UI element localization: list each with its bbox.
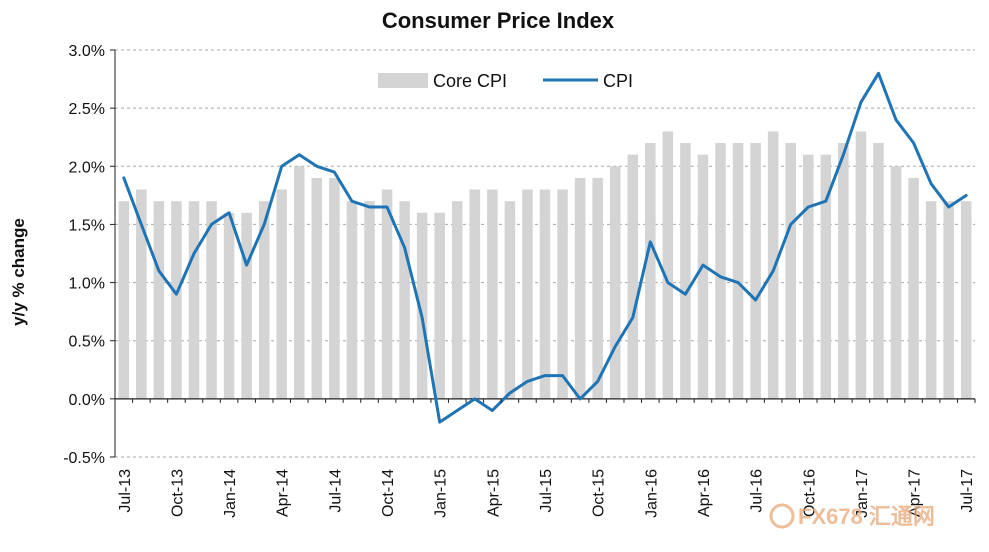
y-tick-label: 2.0%	[69, 159, 105, 176]
core-cpi-bar	[662, 131, 674, 399]
y-axis-label: y/y % change	[9, 218, 28, 326]
core-cpi-bar	[416, 212, 428, 399]
core-cpi-bar	[960, 201, 972, 399]
y-tick-label: -0.5%	[63, 450, 105, 467]
watermark: FX678 汇通网	[769, 503, 935, 529]
core-cpi-bars	[118, 131, 972, 399]
core-cpi-bar	[381, 189, 393, 399]
core-cpi-bar	[399, 201, 410, 399]
legend-cpi-label: CPI	[603, 71, 633, 91]
core-cpi-bar	[188, 201, 200, 399]
y-tick-label: 0.0%	[69, 392, 105, 409]
x-tick-label: Apr-17	[907, 469, 924, 517]
y-axis: -0.5% 0.0% 0.5% 1.0% 1.5% 2.0% 2.5% 3.0%	[63, 43, 116, 467]
watermark-text: FX678 汇通网	[798, 504, 935, 529]
core-cpi-bar	[206, 201, 217, 399]
core-cpi-bar	[451, 201, 463, 399]
core-cpi-bar	[311, 177, 323, 399]
x-tick-label: Oct-13	[169, 469, 186, 517]
core-cpi-bar	[153, 201, 165, 399]
core-cpi-bar	[943, 201, 954, 399]
legend: Core CPI CPI	[378, 71, 633, 91]
y-tick-label: 1.5%	[69, 217, 105, 234]
legend-core-cpi-label: Core CPI	[433, 71, 507, 91]
core-cpi-bar	[592, 177, 603, 399]
watermark-logo-icon	[769, 503, 795, 529]
core-cpi-bar	[539, 189, 551, 399]
chart-title: Consumer Price Index	[382, 8, 615, 33]
core-cpi-bar	[645, 143, 656, 399]
y-tick-label: 1.0%	[69, 276, 105, 293]
core-cpi-bar	[469, 189, 481, 399]
core-cpi-bar	[767, 131, 779, 399]
core-cpi-bar	[241, 212, 252, 399]
x-tick-label: Jul-13	[117, 469, 134, 513]
x-tick-label: Jul-17	[959, 469, 976, 513]
core-cpi-bar	[908, 177, 919, 399]
x-tick-label: Jul-15	[538, 469, 555, 513]
core-cpi-bar	[504, 201, 516, 399]
x-tick-label: Jan-15	[433, 469, 450, 518]
x-axis: Jul-13 Oct-13 Jan-14 Apr-14 Jul-14 Oct-14 Jan-…	[114, 398, 976, 518]
x-tick-label: Apr-14	[275, 469, 292, 517]
core-cpi-bar	[276, 189, 287, 399]
x-tick-label: Apr-15	[485, 469, 502, 517]
core-cpi-bar	[855, 131, 867, 399]
x-tick-label: Jul-16	[749, 469, 766, 513]
y-tick-label: 3.0%	[69, 43, 105, 60]
core-cpi-bar	[680, 143, 691, 399]
core-cpi-bar	[171, 201, 182, 399]
core-cpi-bar	[750, 143, 761, 399]
core-cpi-bar	[609, 166, 621, 399]
gridlines	[115, 49, 975, 458]
core-cpi-bar	[627, 154, 639, 399]
core-cpi-bar	[364, 201, 375, 399]
y-tick-label: 0.5%	[69, 334, 105, 351]
core-cpi-bar	[258, 201, 270, 399]
x-tick-label: Jan-17	[854, 469, 871, 518]
core-cpi-bar	[715, 143, 726, 399]
x-tick-label: Apr-16	[696, 469, 713, 517]
core-cpi-bar	[136, 189, 147, 399]
x-tick-label: Jul-14	[327, 469, 344, 513]
cpi-line	[122, 71, 968, 424]
core-cpi-bar	[574, 177, 586, 399]
x-tick-label: Jan-16	[643, 469, 660, 518]
cpi-line-layer	[122, 71, 968, 424]
x-tick-label: Oct-15	[591, 469, 608, 517]
core-cpi-bar	[925, 201, 937, 399]
core-cpi-bar	[487, 189, 498, 399]
x-tick-label: Jan-14	[222, 469, 239, 518]
core-cpi-bar	[557, 189, 568, 399]
core-cpi-bar	[732, 143, 744, 399]
core-cpi-bar	[803, 154, 814, 399]
core-cpi-bar	[838, 143, 849, 399]
core-cpi-bar	[890, 166, 902, 399]
core-cpi-bar	[785, 143, 796, 399]
x-tick-label: Oct-14	[380, 469, 397, 517]
core-cpi-bar	[346, 201, 358, 399]
y-tick-label: 2.5%	[69, 101, 105, 118]
core-cpi-bar	[873, 143, 884, 399]
legend-core-cpi-swatch	[378, 73, 428, 88]
core-cpi-bar	[118, 201, 130, 399]
core-cpi-bar	[223, 212, 235, 399]
core-cpi-bar	[820, 154, 832, 399]
core-cpi-bar	[434, 212, 445, 399]
core-cpi-bar	[294, 166, 305, 399]
core-cpi-bar	[329, 177, 340, 399]
core-cpi-bar	[697, 154, 709, 399]
core-cpi-bar	[522, 189, 533, 399]
x-tick-label: Oct-16	[801, 469, 818, 517]
